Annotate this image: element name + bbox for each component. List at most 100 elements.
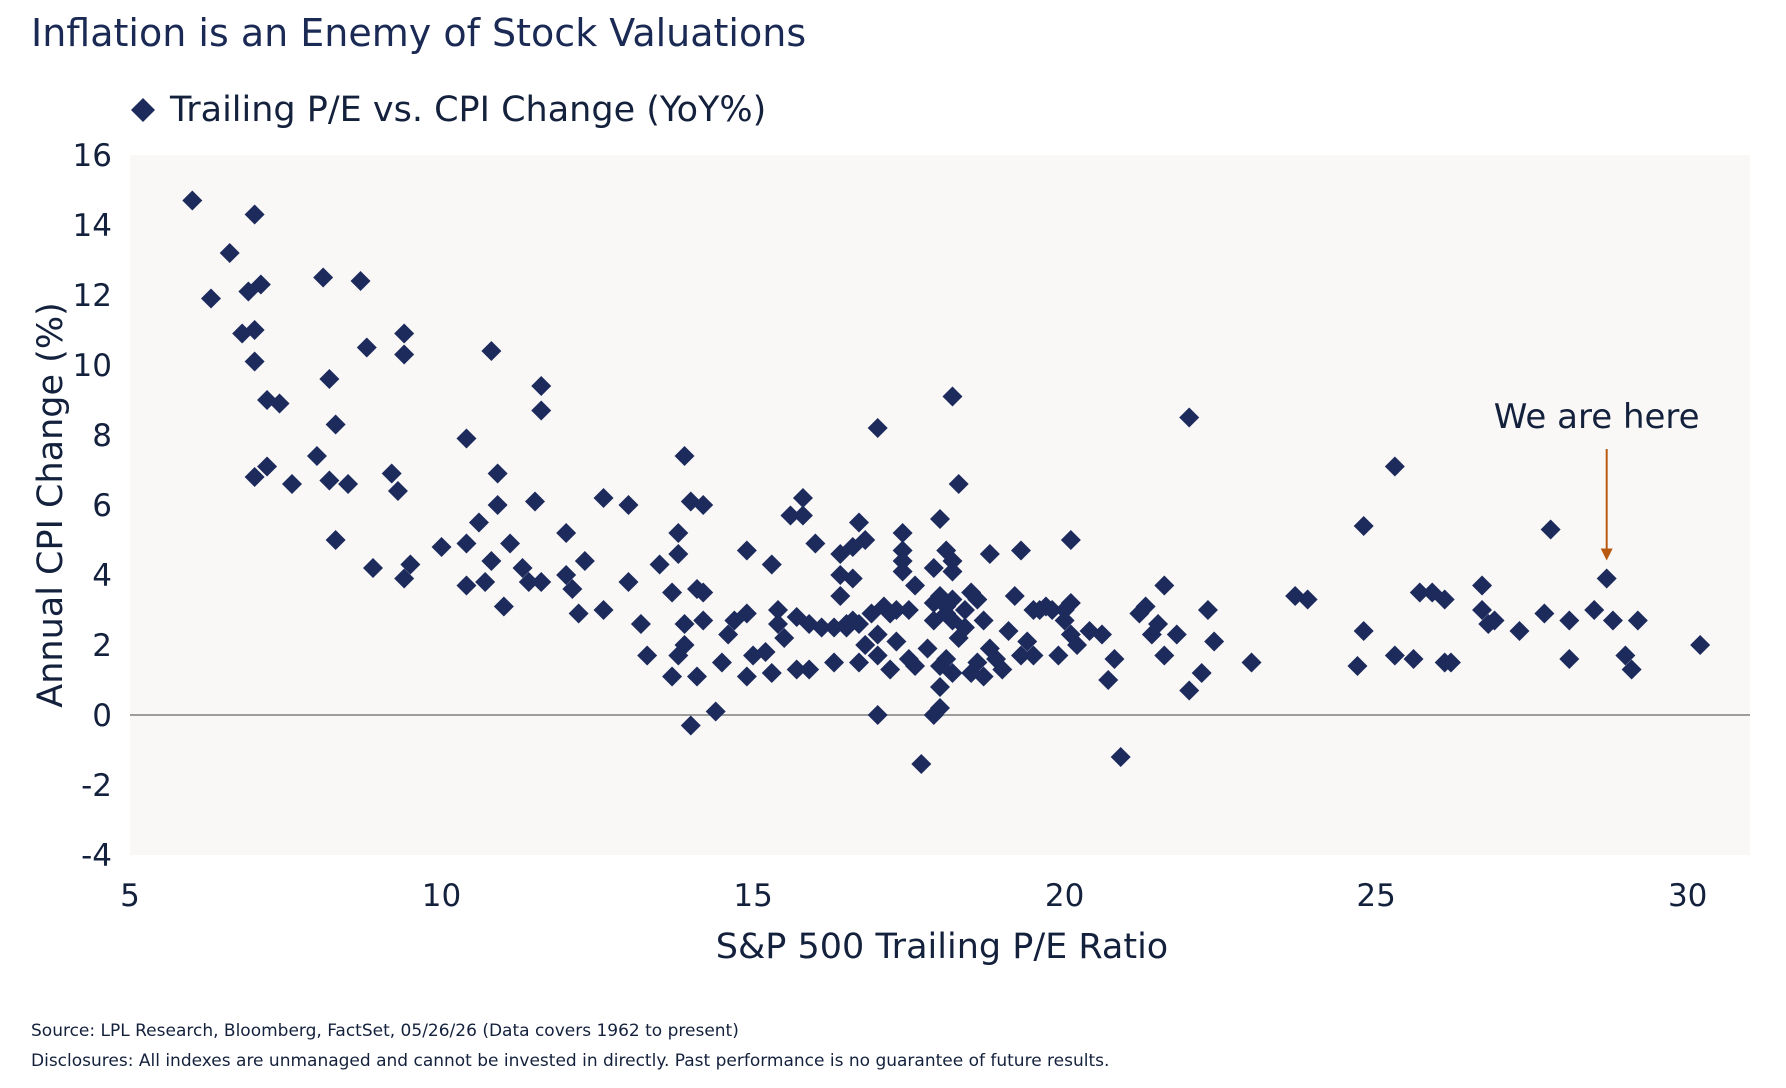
data-point xyxy=(1621,659,1642,680)
y-tick-label: -2 xyxy=(81,768,112,804)
data-point xyxy=(799,659,820,680)
data-point xyxy=(892,523,913,543)
data-point xyxy=(1384,645,1405,666)
data-point xyxy=(1559,649,1580,669)
data-point xyxy=(886,600,907,620)
data-point xyxy=(830,586,851,606)
data-point xyxy=(967,652,988,673)
data-point xyxy=(556,565,577,585)
data-point xyxy=(905,656,926,676)
data-point xyxy=(512,558,533,578)
data-point xyxy=(1048,645,1069,666)
y-tick-label: 2 xyxy=(92,628,112,664)
data-point xyxy=(680,715,701,736)
data-point xyxy=(350,271,371,291)
y-axis-tick-labels: -4 -2 0 2 4 6 8 10 12 14 16 xyxy=(73,138,112,874)
data-point xyxy=(1484,610,1505,631)
data-point xyxy=(718,624,739,645)
data-point xyxy=(867,705,888,725)
data-point xyxy=(531,400,552,421)
data-point xyxy=(1534,603,1555,624)
data-point xyxy=(1347,656,1368,676)
data-point xyxy=(562,579,583,599)
data-point xyxy=(905,575,926,596)
data-point xyxy=(269,393,290,414)
y-tick-label: 0 xyxy=(92,698,112,734)
data-point xyxy=(1472,575,1493,596)
data-point xyxy=(363,558,383,578)
data-point xyxy=(849,652,869,673)
data-point xyxy=(481,341,502,361)
x-axis-label: S&P 500 Trailing P/E Ratio xyxy=(716,927,1168,967)
data-point xyxy=(1690,635,1711,655)
data-point xyxy=(911,754,932,774)
data-point xyxy=(930,677,950,697)
x-tick-label: 30 xyxy=(1668,878,1707,914)
data-point xyxy=(518,572,539,592)
data-point xyxy=(1197,600,1218,620)
y-tick-label: -4 xyxy=(81,838,112,874)
data-point xyxy=(1403,649,1424,669)
data-point xyxy=(849,614,869,634)
data-point xyxy=(954,600,975,620)
data-point xyxy=(736,540,757,561)
data-point xyxy=(662,666,683,687)
data-point xyxy=(1067,635,1088,655)
data-point xyxy=(792,505,813,526)
data-point xyxy=(1353,516,1374,536)
x-tick-label: 10 xyxy=(422,878,461,914)
data-point xyxy=(1540,519,1561,540)
data-point xyxy=(1204,631,1225,652)
data-point xyxy=(1148,614,1169,634)
data-point xyxy=(755,642,776,662)
chart-title: Inflation is an Enemy of Stock Valuation… xyxy=(31,11,806,55)
data-point xyxy=(954,617,975,638)
data-point xyxy=(244,351,265,372)
data-point xyxy=(761,554,782,575)
data-point xyxy=(1110,747,1131,767)
data-point xyxy=(1011,645,1031,666)
y-tick-label: 8 xyxy=(92,418,112,454)
data-point xyxy=(942,561,963,582)
data-point xyxy=(917,638,938,659)
data-point xyxy=(880,659,901,680)
data-point xyxy=(1179,407,1200,428)
data-point xyxy=(693,610,714,631)
data-point xyxy=(1241,652,1262,673)
data-point xyxy=(898,600,919,620)
data-point xyxy=(400,554,421,575)
data-point xyxy=(319,470,340,491)
data-point xyxy=(456,533,477,554)
annotation-arrow-head xyxy=(1600,548,1613,561)
legend: Trailing P/E vs. CPI Change (YoY%) xyxy=(131,90,766,130)
data-point xyxy=(1472,600,1493,620)
data-point xyxy=(674,614,695,634)
data-point xyxy=(1596,568,1617,589)
data-point xyxy=(630,614,651,634)
data-point xyxy=(531,572,552,592)
y-tick-label: 14 xyxy=(73,208,112,244)
data-point xyxy=(761,663,782,683)
data-point xyxy=(1584,600,1605,620)
data-point xyxy=(244,320,265,340)
data-point xyxy=(693,582,714,603)
data-point xyxy=(774,628,795,648)
data-point xyxy=(973,666,994,687)
data-point xyxy=(338,474,359,494)
data-point xyxy=(892,540,913,561)
x-axis-tick-labels: 5 10 15 20 25 30 xyxy=(120,878,1707,914)
data-point xyxy=(942,386,963,407)
data-point xyxy=(387,481,408,501)
data-point xyxy=(668,523,689,543)
data-point xyxy=(674,446,695,466)
data-point xyxy=(394,323,415,344)
data-point xyxy=(525,491,545,512)
data-point xyxy=(313,267,334,288)
data-point xyxy=(244,204,265,225)
data-point xyxy=(662,582,683,603)
data-point xyxy=(475,572,496,592)
data-point xyxy=(867,624,888,645)
data-point xyxy=(1434,589,1455,610)
data-point xyxy=(886,631,907,652)
